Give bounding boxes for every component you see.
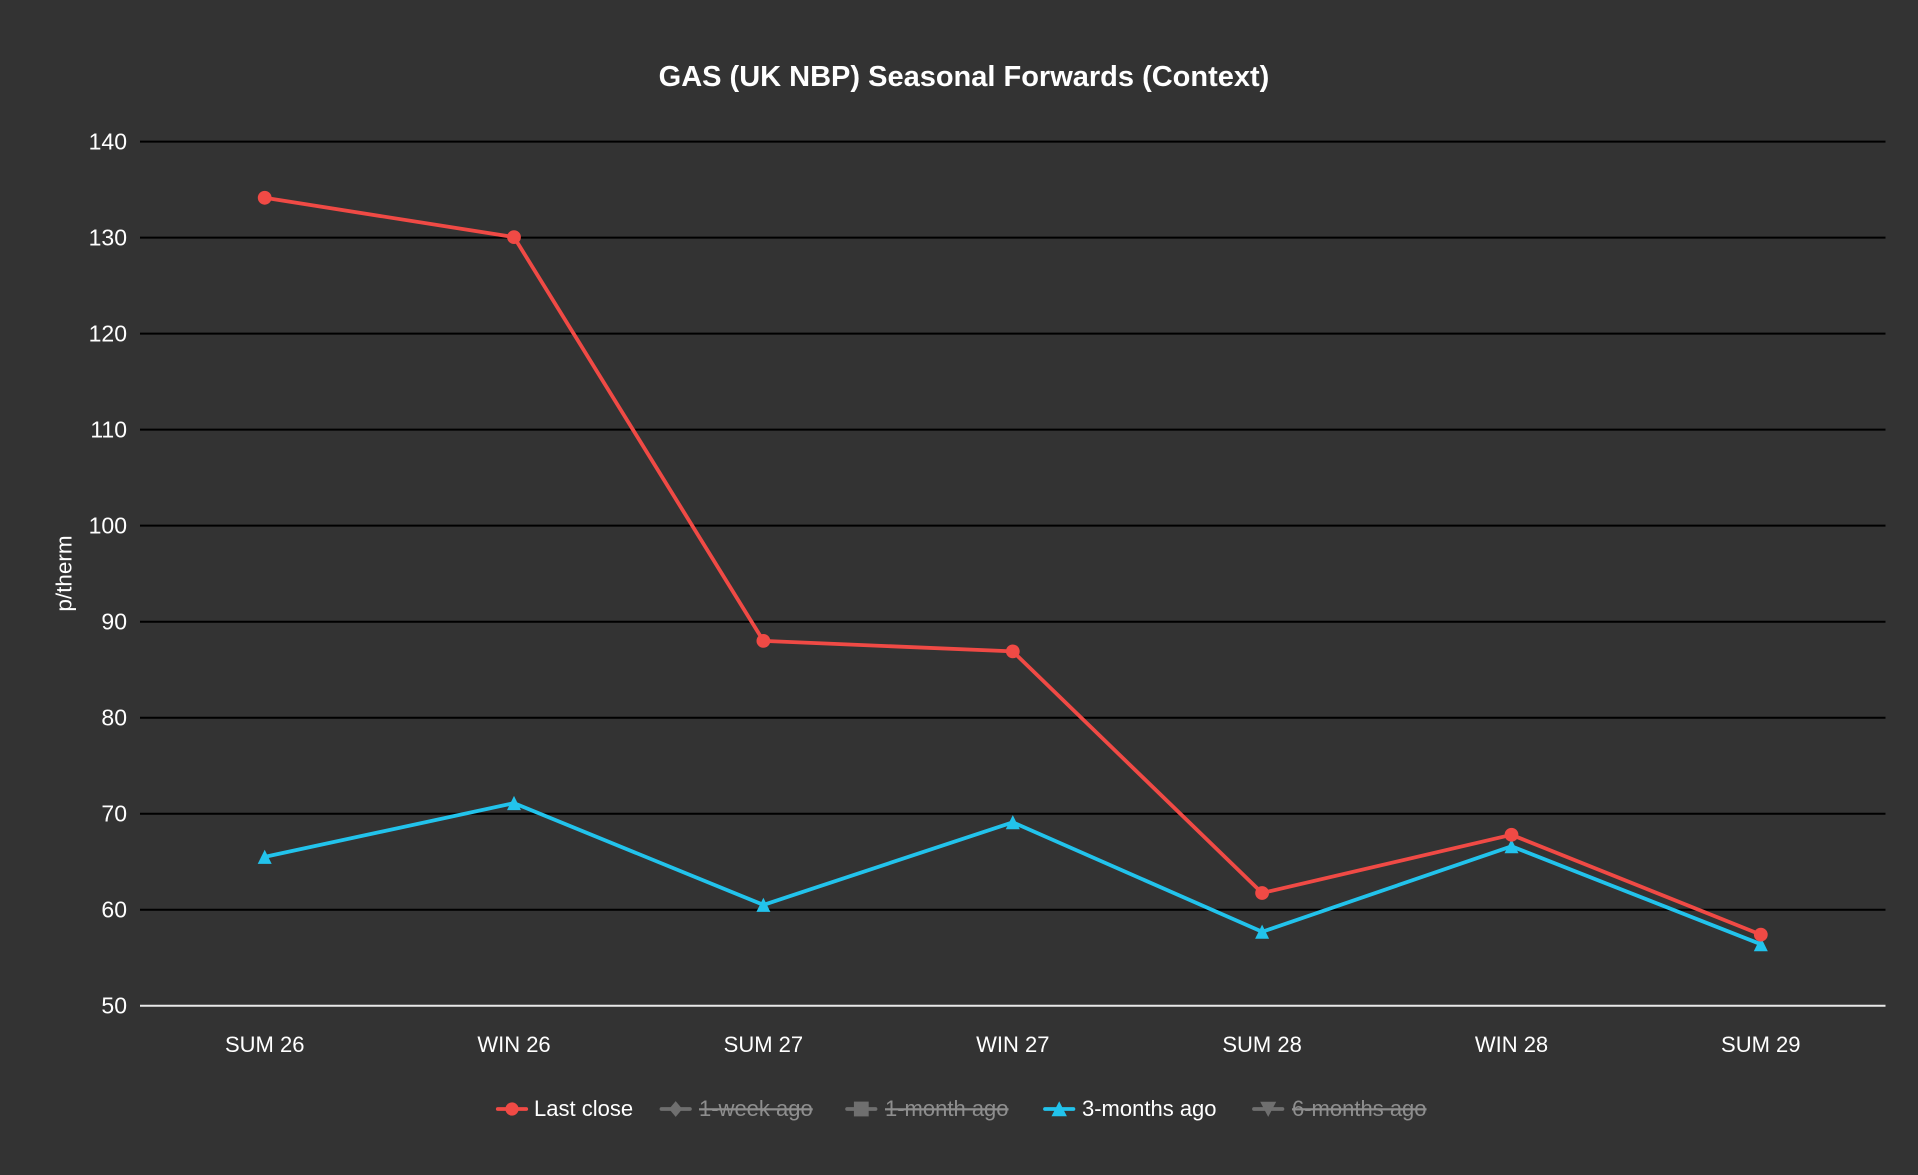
svg-text:80: 80 xyxy=(101,705,127,731)
svg-text:WIN 28: WIN 28 xyxy=(1475,1032,1548,1057)
svg-text:120: 120 xyxy=(89,321,127,347)
svg-text:Last close: Last close xyxy=(534,1096,633,1121)
svg-text:110: 110 xyxy=(90,417,127,443)
svg-text:60: 60 xyxy=(101,897,127,923)
svg-text:140: 140 xyxy=(89,129,127,155)
svg-text:50: 50 xyxy=(101,993,127,1019)
svg-text:SUM 26: SUM 26 xyxy=(225,1032,304,1057)
svg-text:SUM 27: SUM 27 xyxy=(724,1032,803,1057)
svg-text:WIN 26: WIN 26 xyxy=(477,1032,550,1057)
svg-text:1-month ago: 1-month ago xyxy=(885,1096,1009,1121)
svg-text:130: 130 xyxy=(89,225,127,251)
svg-text:SUM 29: SUM 29 xyxy=(1721,1032,1800,1057)
svg-text:70: 70 xyxy=(101,801,127,827)
svg-text:90: 90 xyxy=(101,609,127,635)
svg-text:GAS (UK NBP) Seasonal Forwards: GAS (UK NBP) Seasonal Forwards (Context) xyxy=(659,61,1270,93)
svg-text:SUM 28: SUM 28 xyxy=(1222,1032,1301,1057)
svg-text:6-months ago: 6-months ago xyxy=(1292,1096,1427,1121)
svg-text:1-week ago: 1-week ago xyxy=(699,1096,813,1121)
svg-text:p/therm: p/therm xyxy=(52,535,77,611)
svg-text:3-months ago: 3-months ago xyxy=(1082,1096,1217,1121)
svg-text:WIN 27: WIN 27 xyxy=(976,1032,1049,1057)
svg-text:100: 100 xyxy=(89,513,127,539)
